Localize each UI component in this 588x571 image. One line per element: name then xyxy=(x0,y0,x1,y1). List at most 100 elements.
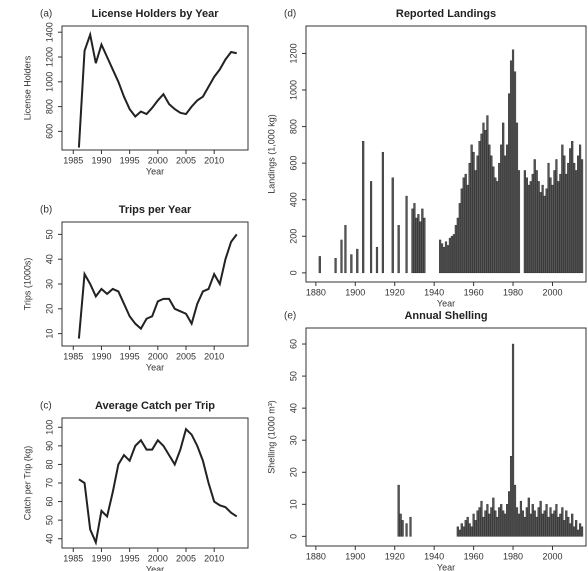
bar xyxy=(557,181,560,274)
y-tick-label: 800 xyxy=(44,99,54,114)
x-tick-label: 1900 xyxy=(345,287,365,297)
bar xyxy=(466,516,469,537)
bar xyxy=(421,208,424,274)
bar xyxy=(362,140,365,274)
x-tick-label: 1990 xyxy=(91,553,111,563)
bar xyxy=(506,144,509,274)
bar xyxy=(561,144,564,274)
x-tick-label: 1995 xyxy=(120,351,140,361)
bar xyxy=(474,520,477,537)
bar xyxy=(506,504,509,537)
x-axis-label: Year xyxy=(437,298,455,308)
bar xyxy=(415,217,418,274)
bar xyxy=(476,510,479,537)
x-tick-label: 2005 xyxy=(176,351,196,361)
bar xyxy=(413,203,416,274)
bar xyxy=(460,523,463,537)
bar xyxy=(531,504,534,537)
y-tick-label: 1000 xyxy=(288,80,298,100)
x-tick-label: 1960 xyxy=(464,551,484,561)
bar xyxy=(490,155,493,274)
bar xyxy=(545,188,548,274)
bar xyxy=(511,49,515,274)
bar xyxy=(488,144,491,274)
x-tick-label: 1990 xyxy=(91,351,111,361)
y-tick-label: 1400 xyxy=(44,22,54,42)
panel: (a) License Holders by Year Year License Ho… xyxy=(22,8,249,176)
bar xyxy=(573,162,576,274)
bar xyxy=(504,513,507,537)
x-axis-label: Year xyxy=(146,362,164,372)
x-tick-label: 1985 xyxy=(63,553,83,563)
x-tick-label: 2000 xyxy=(148,155,168,165)
x-tick-label: 2005 xyxy=(176,155,196,165)
bar xyxy=(578,523,582,537)
bar xyxy=(553,510,556,537)
bar xyxy=(450,236,454,274)
plot-frame xyxy=(305,327,587,547)
x-tick-label: 2000 xyxy=(148,553,168,563)
bar xyxy=(525,177,528,274)
chart-title: License Holders by Year xyxy=(92,8,220,20)
plot-frame xyxy=(305,25,587,283)
bar xyxy=(541,184,544,274)
bar xyxy=(490,507,493,537)
y-tick-label: 600 xyxy=(288,156,298,171)
bar xyxy=(547,162,550,274)
x-tick-label: 2005 xyxy=(176,553,196,563)
bar xyxy=(511,343,515,537)
bar xyxy=(464,520,467,537)
bar xyxy=(567,162,570,274)
bar xyxy=(519,500,523,537)
bar xyxy=(397,225,400,274)
y-tick-label: 10 xyxy=(44,329,54,339)
bar xyxy=(529,513,532,537)
chart-title: Trips per Year xyxy=(119,204,192,216)
bar xyxy=(535,170,538,274)
bar xyxy=(515,507,519,537)
bar xyxy=(468,523,471,537)
bar xyxy=(549,507,552,537)
x-tick-label: 1920 xyxy=(385,287,405,297)
bar xyxy=(460,188,463,274)
bar xyxy=(391,177,394,274)
y-tick-label: 200 xyxy=(288,229,298,244)
y-axis-label: Shelling (1000 m³) xyxy=(266,400,276,474)
bar xyxy=(334,258,337,274)
y-tick-label: 40 xyxy=(44,254,54,264)
bar xyxy=(543,510,546,537)
x-tick-label: 2000 xyxy=(542,287,562,297)
bar xyxy=(571,140,574,274)
bar xyxy=(484,130,487,274)
bar xyxy=(531,173,534,274)
y-tick-label: 50 xyxy=(44,515,54,525)
bar xyxy=(476,155,479,274)
bar xyxy=(578,144,582,274)
bar xyxy=(448,237,452,274)
bar xyxy=(509,60,513,274)
bar xyxy=(569,523,572,537)
bar xyxy=(440,243,444,274)
bar xyxy=(401,520,404,537)
data-line xyxy=(77,30,237,148)
bar xyxy=(559,513,562,537)
x-tick-label: 1980 xyxy=(503,287,523,297)
bar xyxy=(580,526,584,537)
data-line xyxy=(78,427,238,546)
bar xyxy=(575,520,578,537)
bar xyxy=(523,516,526,537)
x-tick-label: 2010 xyxy=(204,351,224,361)
bar xyxy=(523,170,526,274)
bar xyxy=(486,504,489,537)
bar xyxy=(561,507,564,537)
y-tick-label: 100 xyxy=(44,420,54,435)
bar xyxy=(411,208,414,274)
bar xyxy=(509,456,513,537)
y-tick-label: 80 xyxy=(44,459,54,469)
bar xyxy=(500,504,503,537)
bar xyxy=(500,144,503,274)
bar xyxy=(565,510,568,537)
bar xyxy=(446,245,450,274)
bar xyxy=(488,513,491,537)
y-tick-label: 1200 xyxy=(288,43,298,63)
